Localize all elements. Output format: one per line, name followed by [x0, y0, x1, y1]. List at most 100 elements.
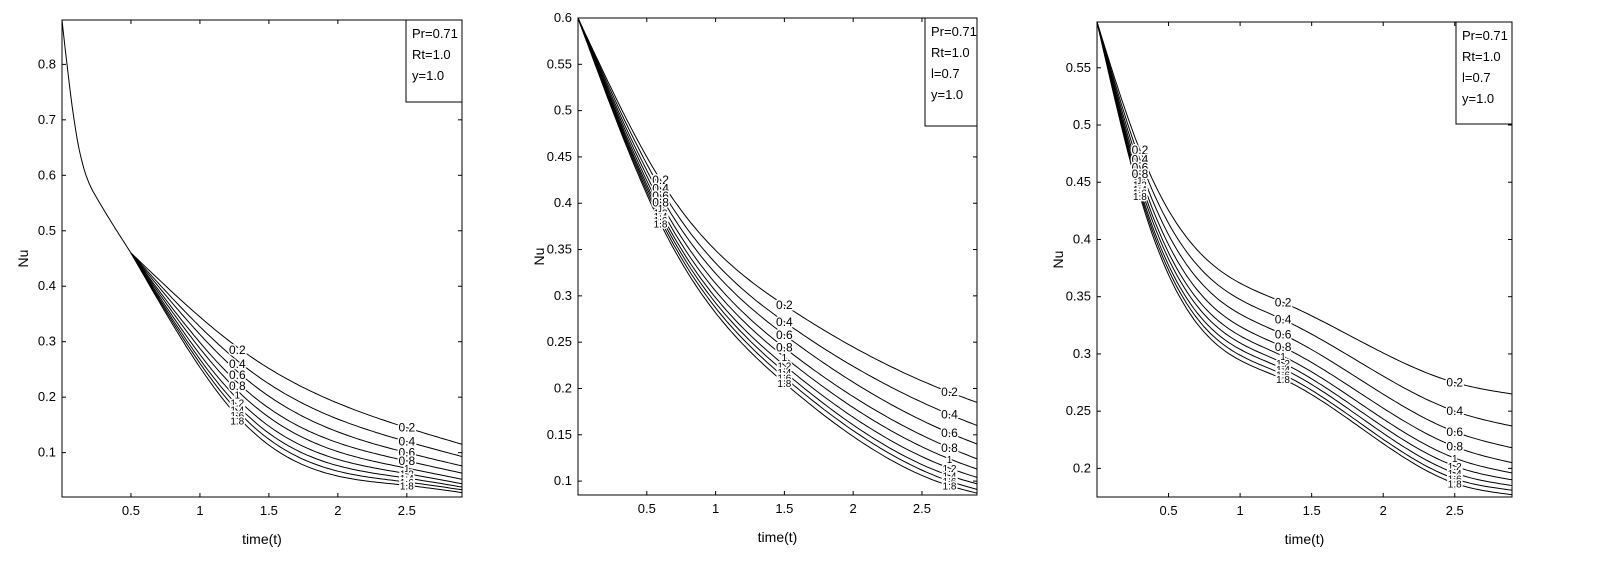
series-label: 1.8: [1276, 375, 1290, 386]
series-label: 1.6: [943, 477, 957, 488]
x-tick-label: 0.5: [638, 501, 656, 516]
series-label: 0.4: [941, 407, 958, 421]
y-axis-label: Nu: [531, 248, 547, 266]
series-label: 1: [658, 204, 664, 215]
x-tick-label: 2: [334, 503, 341, 518]
series-line-1.2: [578, 18, 977, 478]
series-trunk: [62, 20, 132, 254]
series-label: 0.8: [776, 341, 793, 355]
y-tick-label: 0.25: [1066, 403, 1091, 418]
series-label: 1: [1452, 454, 1458, 465]
series-line-0.4: [130, 252, 462, 457]
series-label: 0.8: [1132, 167, 1149, 181]
series-label: 0.6: [941, 426, 958, 440]
series-label: 1.4: [1448, 469, 1462, 480]
series-label: 1: [1280, 352, 1286, 363]
x-axis-label: time(t): [758, 529, 798, 545]
series-label: 0.8: [1275, 340, 1292, 354]
x-tick-label: 2.5: [913, 501, 931, 516]
series-label: 0.8: [652, 195, 669, 209]
series-label: 0.6: [1446, 425, 1463, 439]
series-label: 1.4: [1276, 365, 1290, 376]
series-line-0.2: [578, 18, 977, 403]
series-label: 0.2: [1132, 143, 1149, 157]
y-tick-label: 0.4: [38, 278, 56, 293]
series-label: 0.6: [652, 189, 669, 203]
series-label: 0.8: [229, 379, 246, 393]
chart-2: 0.5 1 1.5 2 2.5 0.1 0.15 0.2 0.25 0.3 0.35 0.4 0.45 0…: [531, 10, 978, 545]
series-label: 0.6: [229, 368, 246, 382]
y-tick-label: 0.7: [38, 112, 56, 127]
y-tick-label: 0.1: [554, 473, 572, 488]
series-label: 1: [235, 390, 241, 401]
series-label: 1.8: [400, 481, 414, 492]
series-label: 1.2: [943, 464, 957, 475]
series-label: 1.8: [654, 220, 668, 231]
series-line-1.8: [1097, 22, 1512, 496]
y-tick-label: 0.55: [1066, 60, 1091, 75]
series-label: 0.8: [1446, 440, 1463, 454]
series-line-1.4: [578, 18, 977, 485]
series-label: 1.6: [400, 478, 414, 489]
y-tick-label: 0.4: [554, 195, 572, 210]
series-label: 1: [782, 353, 788, 364]
x-tick-label: 2.5: [1446, 503, 1464, 518]
series-line-1.2: [130, 252, 462, 485]
y-tick-label: 0.2: [1073, 460, 1091, 475]
x-tick-label: 1: [1236, 503, 1243, 518]
x-tick-label: 1.5: [260, 503, 278, 518]
legend-box: [1455, 21, 1513, 125]
series-label: 1.6: [654, 216, 668, 227]
x-tick-label: 2: [1380, 503, 1387, 518]
y-tick-label: 0.5: [38, 223, 56, 238]
series-label: 0.4: [776, 315, 793, 329]
legend: Pr=0.71 Rt=1.0 y=1.0: [405, 19, 463, 103]
series-label: 0.6: [398, 446, 415, 460]
y-tick-label: 0.3: [1073, 346, 1091, 361]
y-tick-label: 0.5: [554, 103, 572, 118]
legend: Pr=0.71 Rt=1.0 l=0.7 y=1.0: [924, 17, 978, 127]
x-tick-label: 0.5: [1160, 503, 1178, 518]
x-tick-label: 0.5: [122, 503, 140, 518]
chart-3: 0.5 1 1.5 2 2.5 0.2 0.25 0.3 0.35 0.4 0.45 0.5 0.55 t…: [1050, 21, 1513, 547]
y-tick-label: 0.15: [547, 427, 572, 442]
legend-entry: Rt=1.0: [1462, 49, 1501, 64]
series-line-1: [1097, 22, 1512, 474]
series-line-1: [130, 252, 462, 480]
series-label: 1.8: [1133, 192, 1147, 203]
series-line-0.8: [578, 18, 977, 460]
y-tick-label: 0.4: [1073, 231, 1091, 246]
series-label: 1.2: [777, 361, 791, 372]
series-label: 1.8: [777, 379, 791, 390]
series-label: 0.8: [941, 441, 958, 455]
x-axis-label: time(t): [1285, 531, 1325, 547]
plot-frame: [577, 17, 978, 496]
series-line-1.6: [578, 18, 977, 490]
x-tick-label: 1.5: [775, 501, 793, 516]
y-tick-label: 0.25: [547, 334, 572, 349]
series-line-1.2: [1097, 22, 1512, 481]
series-label: 1.4: [654, 212, 668, 223]
series-label: 0.6: [1132, 160, 1149, 174]
series-line-1.4: [130, 252, 462, 488]
legend-entry: l=0.7: [1462, 70, 1491, 85]
legend-entry: y=1.0: [1462, 91, 1494, 106]
series-label: 1.8: [230, 416, 244, 427]
x-tick-label: 2.5: [398, 503, 416, 518]
series-label: 1: [1137, 176, 1143, 187]
y-tick-label: 0.55: [547, 56, 572, 71]
series-label: 1.2: [654, 209, 668, 220]
legend-entry: Rt=1.0: [412, 47, 451, 62]
series-label: 1: [404, 464, 410, 475]
legend-entry: Pr=0.71: [1462, 28, 1508, 43]
series-line-0.4: [578, 18, 977, 426]
series-line-0.6: [1097, 22, 1512, 449]
series-line-0.8: [1097, 22, 1512, 464]
series-label: 1.4: [400, 474, 414, 485]
series-label: 1: [947, 455, 953, 466]
y-tick-label: 0.8: [38, 56, 56, 71]
x-tick-label: 1: [196, 503, 203, 518]
y-tick-label: 0.5: [1073, 117, 1091, 132]
series-label: 1.2: [1448, 462, 1462, 473]
